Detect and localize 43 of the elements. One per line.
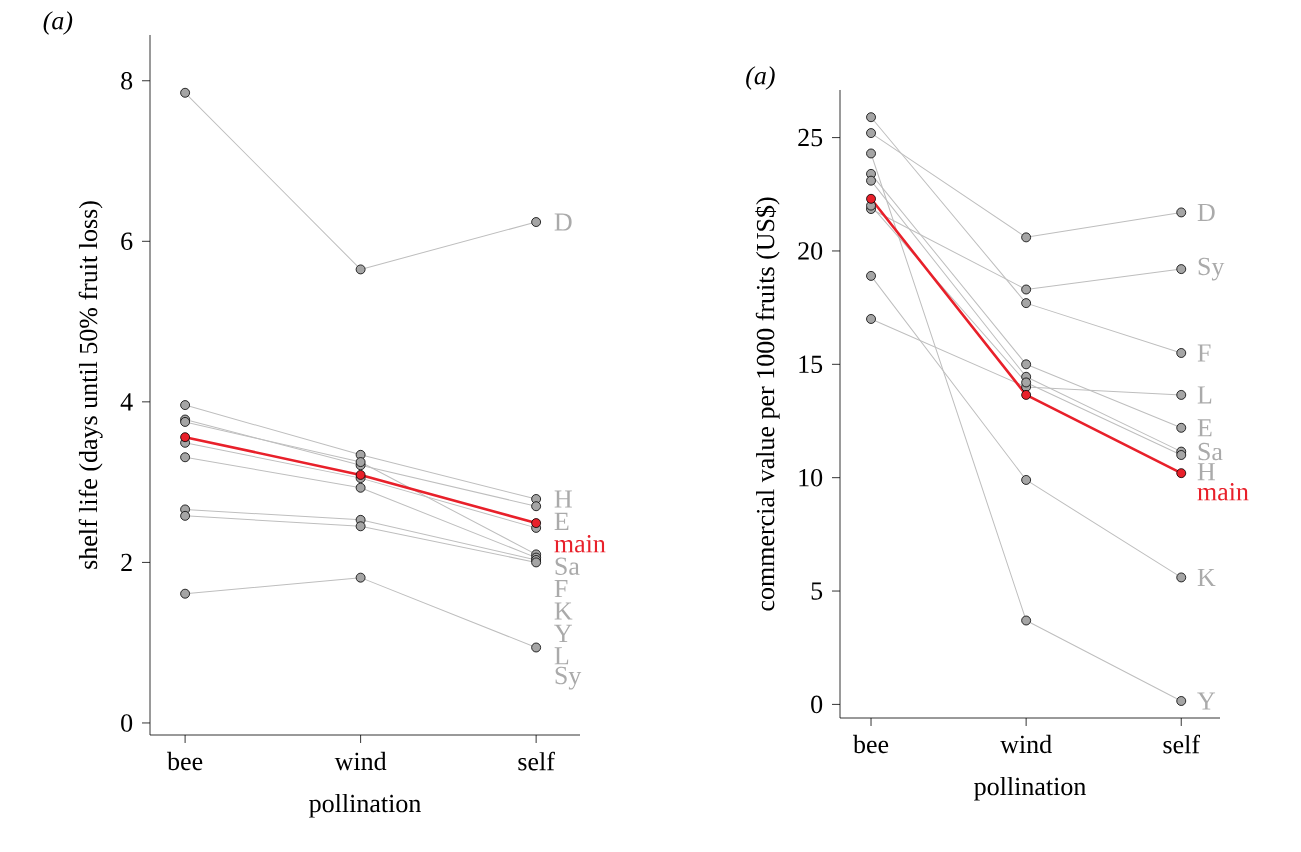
x-tick-label: bee bbox=[167, 751, 203, 771]
x-axis-title: pollination bbox=[974, 776, 1086, 801]
x-tick-label: self bbox=[518, 751, 555, 771]
y-tick-label: 6 bbox=[121, 232, 133, 251]
series-label: F bbox=[1197, 344, 1211, 362]
x-tick-label: wind bbox=[334, 751, 387, 771]
series-label: E bbox=[554, 512, 569, 530]
chart-title: (a) bbox=[43, 11, 73, 35]
x-axis-title: pollination bbox=[309, 793, 421, 818]
series-label: F bbox=[554, 580, 568, 598]
series-label: D bbox=[1197, 203, 1215, 221]
series-label: main bbox=[1197, 483, 1249, 501]
y-tick-label: 4 bbox=[120, 393, 133, 411]
y-tick-label: 8 bbox=[121, 71, 133, 90]
series-label: L bbox=[1197, 386, 1212, 404]
series-label: D bbox=[554, 213, 572, 231]
series-label: Sa bbox=[555, 557, 580, 575]
series-label: Sy bbox=[1198, 257, 1225, 281]
y-axis-title: commercial value per 1000 fruits (US$) bbox=[755, 197, 780, 611]
text: L bbox=[554, 647, 569, 665]
series-label: E bbox=[1197, 419, 1212, 437]
series-label: K bbox=[554, 602, 573, 620]
series-label: H bbox=[1197, 463, 1215, 481]
text: Y bbox=[554, 624, 572, 642]
y-tick-label: 0 bbox=[121, 714, 133, 732]
y-tick-label: 20 bbox=[798, 242, 823, 260]
series-label: K bbox=[1197, 568, 1216, 586]
x-tick-label: self bbox=[1163, 734, 1201, 754]
y-tick-label: 10 bbox=[799, 468, 823, 487]
series-label: main bbox=[554, 535, 606, 553]
y-tick-label: 15 bbox=[799, 355, 823, 374]
series-label: Sy bbox=[555, 666, 582, 690]
y-tick-label: 0 bbox=[811, 695, 823, 714]
x-tick-label: wind bbox=[1000, 734, 1052, 754]
y-tick-label: 5 bbox=[811, 582, 823, 600]
series-label: Sa bbox=[1198, 442, 1223, 461]
y-tick-label: 2 bbox=[121, 553, 132, 572]
series-label: Y bbox=[1197, 692, 1216, 710]
y-tick-label: 25 bbox=[798, 128, 823, 147]
series-label: H bbox=[554, 490, 572, 508]
y-axis-title: shelf life (days until 50% fruit loss) bbox=[78, 201, 103, 569]
x-tick-label: bee bbox=[852, 734, 889, 754]
chart-title: (a) bbox=[746, 66, 775, 90]
